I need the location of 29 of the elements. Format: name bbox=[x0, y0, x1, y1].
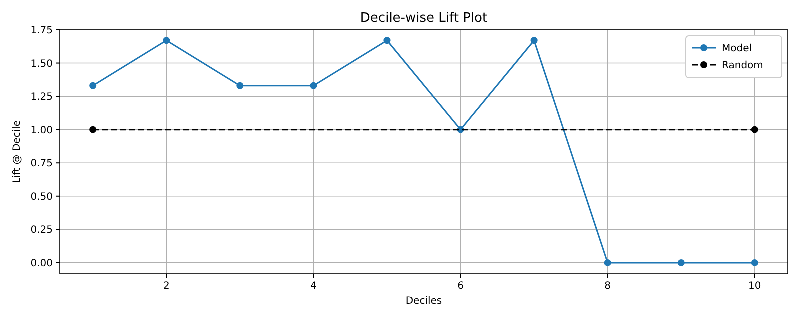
point bbox=[751, 126, 758, 134]
x-tick-label: 6 bbox=[458, 281, 464, 292]
legend-label: Random bbox=[722, 60, 764, 72]
chart-title: Decile-wise Lift Plot bbox=[360, 11, 488, 26]
y-tick-label: 0.25 bbox=[30, 225, 53, 236]
point bbox=[310, 82, 318, 90]
y-tick-label: 1.00 bbox=[30, 125, 53, 136]
y-tick-label: 1.50 bbox=[30, 58, 53, 70]
legend-label: Model bbox=[722, 44, 752, 54]
x-tick-label: 4 bbox=[310, 281, 317, 292]
x-axis-title: Deciles bbox=[406, 296, 442, 307]
x-tick-label: 10 bbox=[748, 281, 762, 292]
point bbox=[751, 259, 758, 266]
point bbox=[236, 82, 244, 90]
point bbox=[678, 259, 685, 266]
point bbox=[163, 37, 170, 44]
y-tick-label: 0.75 bbox=[30, 158, 53, 170]
point bbox=[604, 259, 612, 266]
x-tick-label: 2 bbox=[163, 281, 170, 292]
point bbox=[384, 37, 391, 44]
y-tick-label: 0.00 bbox=[30, 258, 53, 270]
y-tick-label: 0.50 bbox=[30, 192, 53, 203]
point bbox=[90, 126, 97, 134]
x-tick-label: 8 bbox=[604, 281, 612, 292]
point bbox=[530, 37, 538, 44]
point bbox=[90, 82, 97, 90]
y-tick-label: 1.75 bbox=[30, 26, 53, 36]
y-axis-title: Lift @ Decile bbox=[12, 120, 23, 184]
y-tick-label: 1.25 bbox=[30, 92, 53, 104]
